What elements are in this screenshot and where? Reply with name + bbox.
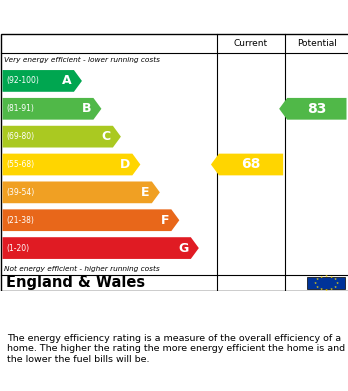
Text: The energy efficiency rating is a measure of the overall efficiency of a home. T: The energy efficiency rating is a measur… [7,334,345,364]
Text: ★: ★ [330,274,333,278]
Polygon shape [2,70,82,92]
Text: England & Wales: England & Wales [6,276,145,291]
Text: (69-80): (69-80) [7,132,34,141]
Polygon shape [211,154,283,176]
Text: ★: ★ [319,274,323,278]
Text: Potential: Potential [297,38,337,47]
Text: ★: ★ [330,287,333,291]
Text: Very energy efficient - lower running costs: Very energy efficient - lower running co… [5,57,160,63]
Polygon shape [2,181,160,203]
Text: 83: 83 [307,102,326,116]
Text: ★: ★ [335,281,339,285]
Text: Not energy efficient - higher running costs: Not energy efficient - higher running co… [5,265,160,272]
Text: E: E [141,186,150,199]
Bar [307,277,345,289]
Polygon shape [2,154,140,176]
Text: ★: ★ [334,285,337,289]
Text: Current: Current [234,38,268,47]
Polygon shape [2,237,199,259]
Polygon shape [2,98,101,120]
Text: ★: ★ [314,281,317,285]
Polygon shape [279,98,347,120]
Text: ★: ★ [319,287,323,291]
Polygon shape [2,209,179,231]
Text: ★: ★ [316,285,319,289]
Text: G: G [179,242,189,255]
Text: ★: ★ [325,274,328,278]
Polygon shape [2,126,121,147]
Text: 68: 68 [242,158,261,172]
Text: (92-100): (92-100) [7,76,39,85]
Text: ★: ★ [316,277,319,281]
Text: C: C [102,130,111,143]
Text: A: A [62,74,72,88]
Text: D: D [120,158,130,171]
Text: (39-54): (39-54) [7,188,35,197]
Text: (1-20): (1-20) [7,244,30,253]
Text: (21-38): (21-38) [7,216,34,225]
Text: ★: ★ [325,289,328,292]
Text: (55-68): (55-68) [7,160,34,169]
Text: F: F [161,214,169,227]
Text: B: B [82,102,92,115]
Text: ★: ★ [334,277,337,281]
Text: (81-91): (81-91) [7,104,34,113]
Text: Energy Efficiency Rating: Energy Efficiency Rating [7,9,228,24]
